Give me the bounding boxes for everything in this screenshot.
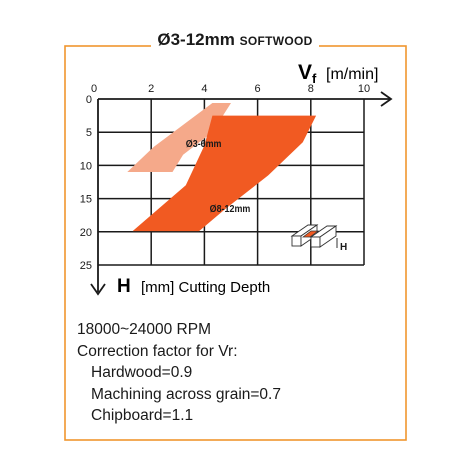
title-sub: SOFTWOOD bbox=[239, 34, 313, 48]
y-tick-10: 10 bbox=[80, 160, 92, 172]
area-labels: Ø3-6mm Ø8-12mm bbox=[186, 138, 251, 215]
x-tick-10: 10 bbox=[358, 83, 370, 95]
x-axis-symbol: V bbox=[298, 61, 312, 84]
area-label-1: Ø8-12mm bbox=[210, 203, 251, 215]
x-tick-4: 4 bbox=[201, 83, 207, 95]
x-axis-subscript: f bbox=[312, 71, 317, 86]
x-tick-8: 8 bbox=[308, 83, 314, 95]
y-tick-0: 0 bbox=[86, 94, 92, 106]
workpiece-diagram-icon: H bbox=[290, 224, 347, 253]
x-axis-arrow-icon bbox=[380, 91, 393, 107]
data-areas bbox=[127, 103, 317, 232]
correction-title: Correction factor for Vr: bbox=[77, 342, 238, 360]
y-tick-25: 25 bbox=[80, 260, 92, 272]
y-axis-symbol: H bbox=[117, 276, 131, 297]
area-label-0: Ø3-6mm bbox=[186, 138, 222, 150]
factor-chipboard: Chipboard=1.1 bbox=[91, 407, 194, 424]
x-tick-6: 6 bbox=[255, 83, 261, 95]
rpm-text: 18000~24000 RPM bbox=[77, 321, 212, 338]
y-tick-20: 20 bbox=[80, 227, 92, 239]
title-main: Ø3-12mm bbox=[157, 30, 235, 49]
factor-hardwood: Hardwood=0.9 bbox=[91, 364, 193, 381]
factor-across-grain: Machining across grain=0.7 bbox=[91, 385, 281, 403]
chart-title: Ø3-12mm SOFTWOOD bbox=[0, 30, 470, 50]
y-axis-arrow-icon bbox=[90, 283, 106, 296]
x-tick-labels: 0 2 4 6 8 10 bbox=[91, 83, 370, 95]
y-tick-15: 15 bbox=[80, 194, 92, 206]
x-tick-2: 2 bbox=[148, 83, 154, 95]
x-axis-unit: [m/min] bbox=[326, 66, 378, 83]
y-axis-label: [mm] Cutting Depth bbox=[141, 279, 270, 296]
x-tick-0: 0 bbox=[91, 83, 97, 95]
diagram-depth-label: H bbox=[340, 242, 347, 253]
plot-area: Ø3-6mm Ø8-12mm 0 2 4 6 8 10 0 5 10 15 20 25 V f [m/… bbox=[80, 61, 393, 297]
y-tick-5: 5 bbox=[86, 127, 92, 139]
y-tick-labels: 0 5 10 15 20 25 bbox=[80, 94, 92, 272]
info-block: 18000~24000 RPM Correction factor for Vr… bbox=[77, 319, 281, 427]
area-d8-12mm bbox=[132, 115, 317, 232]
area-d3-6mm bbox=[127, 103, 231, 172]
